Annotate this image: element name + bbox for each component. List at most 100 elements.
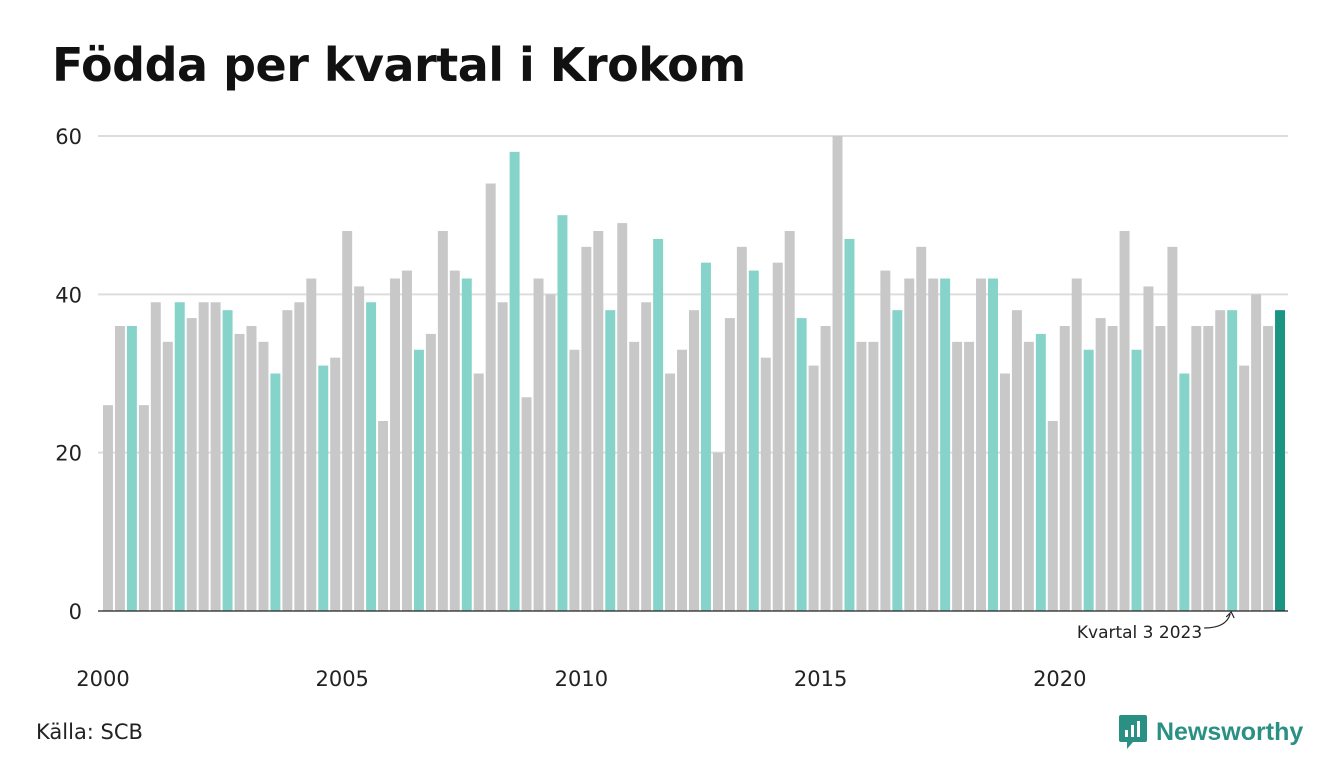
bar [940,278,951,611]
bar [449,270,460,611]
bar [258,341,269,611]
bar [1251,294,1262,611]
bar [569,349,580,611]
bar [796,318,807,611]
bar [1191,326,1202,611]
x-axis-ticks: 2000 2005 2010 2015 2020 [76,667,1086,691]
x-tick-label: 2005 [315,667,368,691]
bar [533,278,544,611]
bar [162,341,173,611]
bar [1143,286,1154,611]
x-tick-label: 2015 [794,667,847,691]
bar [306,278,317,611]
bar [880,270,891,611]
bar [401,270,412,611]
x-tick-label: 2000 [76,667,129,691]
bar [1215,310,1226,611]
bar [1107,326,1118,611]
bar [748,270,759,611]
bar [856,341,867,611]
bar [964,341,975,611]
bar [1131,349,1142,611]
y-tick-label: 60 [55,125,82,149]
x-tick-label: 2010 [555,667,608,691]
bar [198,302,209,611]
bar [342,231,353,611]
bar [700,262,711,611]
bar [868,341,879,611]
bar [126,326,137,611]
bar [1167,246,1178,611]
bar [509,151,520,611]
bar [712,452,723,611]
source-note: Källa: SCB [36,720,143,744]
bar [593,231,604,611]
bar [318,365,329,611]
bar [677,349,688,611]
bar [617,223,628,611]
bar [1203,326,1214,611]
bar [1227,310,1238,611]
bar [114,326,125,611]
bar [521,397,532,611]
bar [832,136,843,611]
bar [473,373,484,611]
bar [437,231,448,611]
bar [988,278,998,611]
bar [545,294,556,611]
bar [557,215,568,612]
bar [1095,318,1106,611]
bar [1083,349,1094,611]
x-tick-label: 2020 [1033,667,1086,691]
bar [820,326,831,611]
newsworthy-logo[interactable]: Newsworthy [1118,714,1303,750]
bar [999,373,1010,611]
bar [665,373,676,611]
bar [497,302,508,611]
bar [772,262,783,611]
bar [246,326,257,611]
bar [736,246,747,611]
bar [605,310,616,611]
newsworthy-logo-icon [1119,715,1147,749]
bar [724,318,735,611]
bar [916,246,927,611]
bar [1071,278,1082,611]
bar [976,278,987,611]
annotation-label: Kvartal 3 2023 [1077,623,1202,643]
bar [186,318,197,611]
bar [808,365,819,611]
bar [150,302,161,611]
bar [234,333,245,611]
bar [1011,310,1022,611]
bar [138,405,149,611]
annotation-arrowhead [1225,610,1235,619]
bar-chart: 0 20 40 60 2000 2005 2010 2015 2020 Kvartal 3 2… [55,125,1288,691]
bar [892,310,903,611]
bar [413,349,424,611]
bar [1155,326,1166,611]
bar [103,405,113,611]
bar [760,357,771,611]
bar [366,302,377,611]
y-tick-label: 0 [69,600,82,624]
bar [222,310,233,611]
brand-name: Newsworthy [1156,717,1304,746]
bar [952,341,963,611]
bar [354,286,365,611]
bar [282,310,293,611]
bar [1035,333,1046,611]
bar [378,421,389,611]
bar [641,302,652,611]
bar [904,278,915,611]
bar [1119,231,1130,611]
bar [629,341,640,611]
bars [103,136,1285,612]
bar [425,333,436,611]
annotation: Kvartal 3 2023 [1077,610,1235,643]
bar [1179,373,1190,611]
bar [581,246,592,611]
bar [330,357,341,611]
bar [653,238,664,612]
bar [1059,326,1070,611]
